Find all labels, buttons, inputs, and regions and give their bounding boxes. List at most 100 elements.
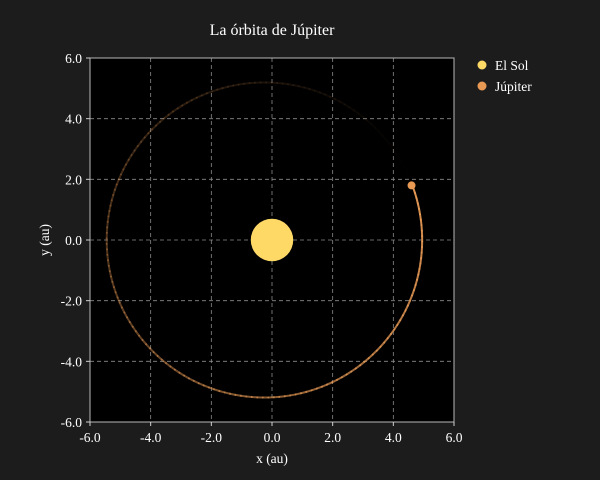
orbit-trail-segment [276,81,284,85]
orbit-trail-segment [112,188,116,196]
x-ticks: -6.0 -4.0 -2.0 0.0 2.0 4.0 6.0 [79,422,463,445]
orbit-trail-segment [113,183,118,191]
orbit-trail-segment [221,85,229,90]
x-tick-label: 6.0 [446,430,463,445]
orbit-trail-segment [108,270,112,278]
orbit-trail-segment [131,325,137,333]
y-ticks: -6.0 -4.0 -2.0 0.0 2.0 4.0 6.0 [61,51,90,430]
orbit-trail-segment [111,280,115,289]
legend-marker [477,81,487,91]
chart-title: La órbita de Júpiter [210,22,336,39]
orbit-trail-segment [114,291,119,299]
orbit-trail-segment [303,86,311,91]
orbit-trail-segment [173,368,181,374]
orbit-trail-segment [357,112,364,118]
orbit-trail-segment [329,95,337,101]
orbit-trail-segment [211,88,219,93]
orbit-trail-segment [128,321,134,328]
orbit-trail-segment [130,149,136,157]
orbit-trail-segment [159,117,166,123]
orbit-trail-segment [138,334,144,341]
orbit-trail-segment [281,82,290,86]
y-tick-label: -2.0 [61,294,83,309]
orbit-trail-segment [109,275,114,283]
orbit-trail-segment [160,358,168,365]
y-tick-label: 6.0 [65,51,82,66]
chart-marks [250,181,416,262]
orbit-trail-segment [156,354,163,361]
orbit-trail-segment [176,104,184,110]
orbit-trail-segment [151,124,158,131]
orbit-trail-segment [155,120,162,127]
orbit-trail-segment [123,311,129,319]
orbit-trail-segment [109,199,113,207]
legend: El Sol Júpiter [477,58,532,94]
jupiter-point [407,181,416,190]
orbit-trail-segment [190,96,198,102]
sun-point [250,218,294,262]
orbit-trail-segment [120,168,125,176]
orbit-trail-segment [147,128,154,135]
orbit-trail-segment [112,286,117,294]
orbit-trail-segment [195,94,203,99]
orbit-trail-segment [133,145,139,152]
orbit-trail-segment [148,347,155,354]
orbit-trail-segment [127,154,133,161]
orbit-trail-segment [126,316,131,324]
orbit-trail-segment [134,330,141,337]
orbit-trail-segment [167,110,175,116]
orbit-trail-segment [145,343,151,350]
x-tick-label: 0.0 [264,430,281,445]
x-tick-label: 4.0 [385,430,402,445]
x-axis-label: x (au) [256,451,288,466]
orbit-trail-segment [205,90,214,95]
orbit-trail-segment [232,83,240,87]
orbit-trail-segment [141,339,148,346]
orbit-trail-segment [308,88,316,92]
x-tick-label: 2.0 [324,430,341,445]
orbit-trail-segment [165,362,172,368]
orbit-trail-segment [163,113,170,120]
orbit-trail-segment [186,99,193,104]
orbit-trail-segment [136,140,143,148]
orbit-trail-segment [107,259,110,267]
orbit-trail-segment [200,92,208,97]
orbit-trail-segment [243,82,251,85]
orbit-trail-segment [140,136,146,143]
orbit-trail-segment [178,371,186,377]
orbit-trail-segment [318,91,327,96]
grid [90,58,454,422]
orbit-trail-segment [106,253,110,262]
orbit-trail-segment [118,301,123,309]
legend-label: Júpiter [495,79,532,94]
orbit-trail-segment [115,178,120,186]
orbit-trail-segment [324,93,332,98]
x-tick-label: -6.0 [79,430,101,445]
orbit-trail-segment [361,115,369,122]
y-tick-label: 2.0 [65,172,82,187]
orbit-trail-segment [107,264,111,273]
plot-axes: -6.0 -4.0 -2.0 0.0 2.0 4.0 6.0 -6.0 -4.0 -2.0 0.0… [61,51,463,445]
orbit-trail-segment [343,103,351,109]
orbit-trail-segment [106,220,109,229]
orbit-trail-segment [110,193,115,202]
orbit-trail-segment [172,107,179,113]
y-tick-label: 0.0 [65,233,82,248]
legend-marker [477,60,487,70]
x-tick-label: -2.0 [201,430,223,445]
orbit-trail-segment [313,89,321,94]
jupiter-orbit-trail [105,81,424,399]
orbit-trail-segment [348,106,355,112]
orbit-trail-segment [169,365,176,371]
orbit-trail-segment [287,83,295,87]
orbit-trail-segment [183,374,190,380]
orbit-trail-segment [152,351,159,357]
orbit-trail-segment [237,82,246,86]
orbit-trail-segment [292,84,300,88]
legend-label: El Sol [495,58,529,73]
orbit-trail-segment [353,109,360,115]
orbit-trail-segment [120,306,126,314]
orbit-trail-segment [297,85,306,89]
orbit-trail-segment [216,87,224,91]
